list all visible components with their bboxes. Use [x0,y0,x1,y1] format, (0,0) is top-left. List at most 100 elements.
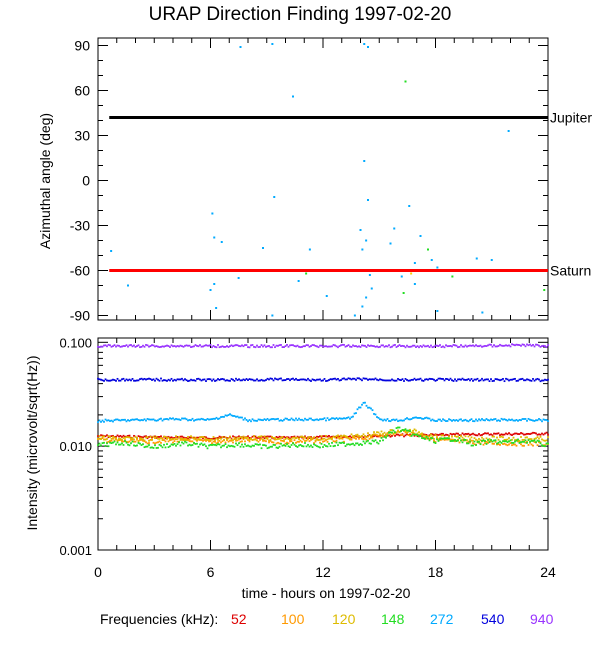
series-point [151,418,153,421]
series-point [140,377,143,380]
series-point [520,378,522,381]
series-point [397,420,399,423]
series-point [505,432,507,435]
series-point [190,444,192,447]
series-point [407,418,410,421]
series-point [302,378,305,381]
series-point [529,440,531,443]
series-point [259,379,261,382]
series-point [532,419,534,422]
series-point [313,443,315,446]
series-point [277,378,279,381]
series-point [404,378,407,380]
series-point [215,442,218,445]
series-point [538,418,540,420]
series-point [193,441,195,444]
series-point [287,445,290,448]
series-point [466,345,468,348]
series-point [440,437,443,440]
series-point [170,443,173,446]
series-point [235,344,237,346]
series-point [343,442,345,444]
series-point [442,437,444,440]
series-point [466,442,468,445]
series-point [427,344,429,347]
series-point [410,435,413,437]
series-point [149,345,152,347]
series-point [395,433,398,436]
series-point [446,345,449,348]
series-point [524,436,527,439]
series-point [268,446,270,449]
series-point [242,438,245,441]
series-point [529,418,531,421]
series-point [214,417,216,420]
series-point [497,443,500,446]
series-point [248,440,251,443]
series-point [170,377,173,380]
series-point [451,438,453,441]
series-point [281,346,284,348]
series-point [385,419,387,422]
series-point [238,435,240,438]
series-point [457,378,459,381]
series-point [176,440,179,443]
series-point [271,377,273,380]
series-point [472,442,474,445]
series-point [211,379,213,382]
series-point [389,379,392,382]
series-point [500,378,503,381]
series-point [259,345,261,348]
series-point [155,377,158,380]
series-point [199,436,201,439]
series-point [397,426,399,429]
series-point [527,438,530,441]
series-point [487,432,489,435]
series-point [472,439,474,442]
series-point [331,417,333,420]
series-point [202,345,204,348]
series-point [323,437,326,440]
series-point [211,418,213,420]
series-point [266,377,269,380]
series-point [353,435,356,438]
series-point [439,377,441,380]
series-point [191,345,194,348]
azimuth-point [292,95,294,98]
series-point [131,418,134,421]
series-point [185,418,188,421]
series-point [100,444,102,447]
series-point [365,438,368,441]
series-point [457,435,459,438]
series-point [503,442,506,445]
series-point [511,434,513,436]
series-point [350,438,353,441]
series-point [457,346,459,349]
series-point [410,378,413,381]
series-point [473,378,476,381]
series-point [262,419,264,422]
series-point [382,379,384,382]
series-point [253,419,255,422]
series-point [443,346,446,349]
series-point [545,379,548,382]
series-point [289,437,291,440]
series-point [512,378,515,381]
series-point [307,418,309,421]
series-point [148,345,150,348]
series-point [280,437,282,439]
series-point [236,439,239,442]
series-point [325,434,327,437]
series-point [539,345,542,348]
series-point [220,446,222,449]
azimuth-point [475,257,478,260]
series-point [479,443,482,446]
series-point [479,439,482,442]
series-point [208,344,210,347]
series-point [128,344,131,347]
series-point [374,434,377,437]
series-point [373,345,375,348]
series-point [119,437,122,440]
series-point [502,344,504,347]
series-point [128,440,131,443]
